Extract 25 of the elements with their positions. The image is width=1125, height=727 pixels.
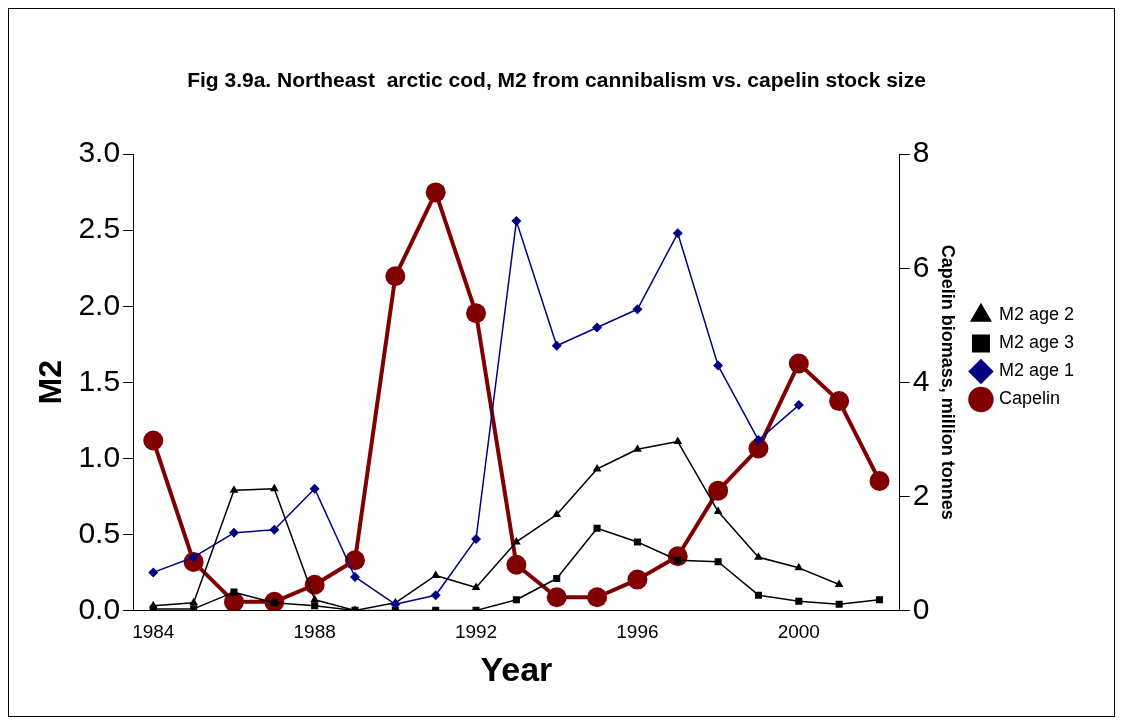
x-tick-label: 1984 — [132, 621, 175, 643]
chart-title: Fig 3.9a. Northeast arctic cod, M2 from cannibalism vs. capelin stock size — [187, 68, 926, 92]
y2-axis-title: Capelin biomass, million tonnes — [938, 244, 959, 520]
y-tick-label: 2.5 — [78, 211, 121, 245]
y2-tick-label: 0 — [912, 591, 930, 625]
y-tick-label: 2.0 — [78, 287, 121, 321]
legend-label: M2 age 2 — [998, 304, 1075, 325]
y2-tick-label: 2 — [912, 477, 930, 511]
y-tick-label: 0.5 — [78, 515, 121, 549]
y2-tick-label: 6 — [912, 249, 930, 283]
y-axis-title: M2 — [32, 360, 69, 405]
x-axis-title: Year — [480, 649, 553, 688]
y2-tick-label: 8 — [912, 135, 930, 169]
x-tick-label: 1988 — [293, 621, 336, 643]
legend-label: Capelin — [998, 388, 1060, 409]
y-tick-label: 1.5 — [78, 363, 121, 397]
y-tick-label: 1.0 — [78, 439, 121, 473]
legend-label: M2 age 3 — [998, 332, 1075, 353]
y2-tick-label: 4 — [912, 363, 930, 397]
legend-label: M2 age 1 — [998, 360, 1075, 381]
x-tick-label: 2000 — [777, 621, 820, 643]
x-tick-label: 1992 — [454, 621, 498, 643]
y-tick-label: 0.0 — [78, 591, 121, 625]
x-tick-label: 1996 — [616, 621, 659, 643]
y-tick-label: 3.0 — [78, 135, 121, 169]
